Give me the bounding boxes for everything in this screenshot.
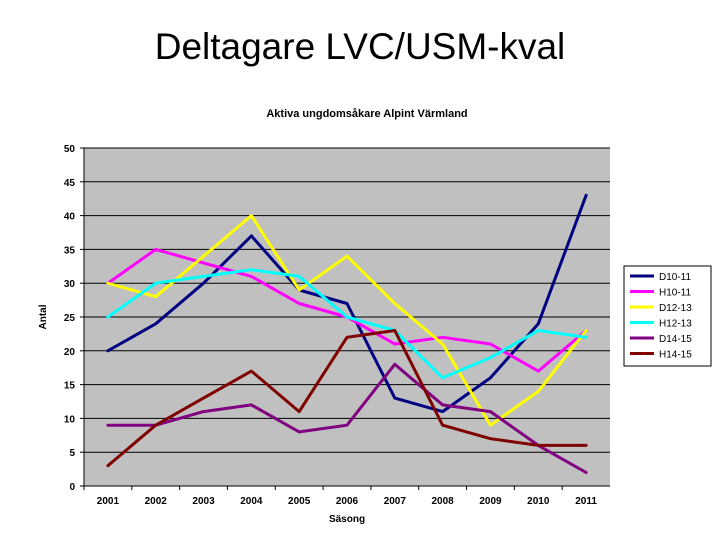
series-line-d10-11 <box>106 193 588 414</box>
x-tick-label: 2001 <box>97 496 120 507</box>
x-tick-label: 2005 <box>288 496 311 507</box>
y-tick-label: 40 <box>64 212 76 223</box>
x-axis-title: Säsong <box>329 514 365 525</box>
series-line-d12-13 <box>106 214 588 427</box>
x-tick-label: 2003 <box>192 496 215 507</box>
chart-title: Aktiva ungdomsåkare Alpint Värmland <box>266 108 467 120</box>
y-tick-label: 20 <box>64 347 76 358</box>
y-tick-label: 50 <box>64 144 76 155</box>
legend-label-d12-13: D12-13 <box>659 303 692 314</box>
series-line-h12-13 <box>106 268 588 380</box>
y-tick-label: 10 <box>64 414 76 425</box>
x-tick-label: 2009 <box>479 496 502 507</box>
x-tick-label: 2010 <box>527 496 550 507</box>
series-lines <box>106 193 588 474</box>
series-line-d14-15 <box>106 362 588 474</box>
x-tick-label: 2004 <box>240 496 263 507</box>
y-tick-label: 5 <box>69 448 75 459</box>
x-tick-label: 2006 <box>336 496 359 507</box>
legend-label-d14-15: D14-15 <box>659 334 692 345</box>
x-tick-label: 2008 <box>432 496 455 507</box>
legend-label-h12-13: H12-13 <box>659 319 692 330</box>
y-axis-title: Antal <box>38 304 49 329</box>
legend-label-h14-15: H14-15 <box>659 350 692 361</box>
y-tick-label: 0 <box>69 482 75 493</box>
x-tick-label: 2011 <box>575 496 597 507</box>
y-tick-label: 15 <box>64 381 76 392</box>
y-tick-label: 25 <box>64 313 76 324</box>
x-tick-labels: 2001 2002 2003 2004 2005 2006 2007 2008 2009 2010… <box>83 486 597 507</box>
legend-label-h10-11: H10-11 <box>659 288 691 299</box>
y-tick-label: 35 <box>64 245 76 256</box>
legend-box <box>623 265 712 367</box>
series-line-h14-15 <box>106 329 588 468</box>
legend-label-d10-11: D10-11 <box>659 272 691 283</box>
y-tick-labels: 0 5 10 15 20 25 30 35 40 45 50 <box>64 144 84 493</box>
x-tick-label: 2007 <box>384 496 407 507</box>
slide-title: Deltagare LVC/USM-kval <box>154 26 566 67</box>
y-tick-label: 30 <box>64 279 76 290</box>
legend: D10-11 H10-11 D12-13 H12-13 D14-15 H14-15 <box>623 265 712 367</box>
x-tick-label: 2002 <box>145 496 168 507</box>
y-tick-label: 45 <box>64 178 76 189</box>
